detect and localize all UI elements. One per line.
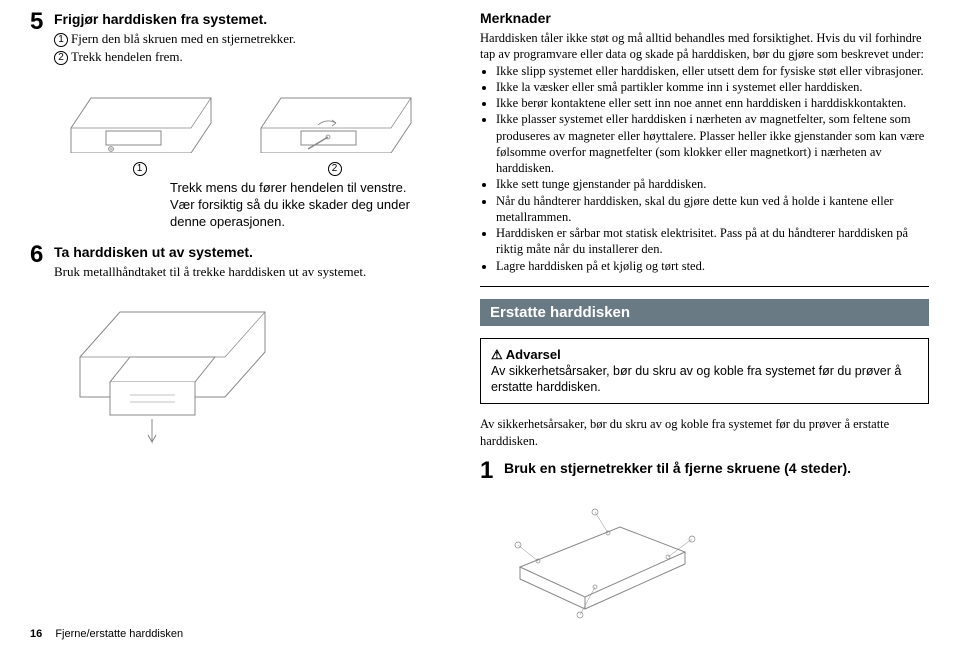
diagram-row-step5: 1 2 xyxy=(66,73,450,176)
footer: 16 Fjerne/erstatte harddisken xyxy=(30,628,183,640)
diagram-step6 xyxy=(70,297,270,447)
diagram-label-1: 1 xyxy=(66,162,216,176)
notes-intro: Harddisken tåler ikke støt og må alltid … xyxy=(480,30,929,63)
step-1-body: Bruk en stjernetrekker til å fjerne skru… xyxy=(504,459,929,479)
step-5-helper: Trekk mens du fører hendelen til venstre… xyxy=(170,180,430,231)
notes-list: Ikke slipp systemet eller harddisken, el… xyxy=(480,63,929,274)
footer-title: Fjerne/erstatte harddisken xyxy=(55,628,183,640)
step-1-replace: 1 Bruk en stjernetrekker til å fjerne sk… xyxy=(480,459,929,483)
warning-title: Advarsel xyxy=(491,347,918,363)
warning-box: Advarsel Av sikkerhetsårsaker, bør du sk… xyxy=(480,338,929,405)
circled-1: 1 xyxy=(54,33,68,47)
notes-item: Ikke slipp systemet eller harddisken, el… xyxy=(496,63,929,79)
notes-item: Lagre harddisken på et kjølig og tørt st… xyxy=(496,258,929,274)
diagram-label-2: 2 xyxy=(256,162,416,176)
step-5-sub1-text: Fjern den blå skruen med en stjernetrekk… xyxy=(71,31,296,46)
step-6-title: Ta harddisken ut av systemet. xyxy=(54,243,450,261)
notes-item: Ikke berør kontaktene eller sett inn noe… xyxy=(496,95,929,111)
step-5-body: Frigjør harddisken fra systemet. 1Fjern … xyxy=(54,10,450,65)
circled-2: 2 xyxy=(54,51,68,65)
notes-item: Når du håndterer harddisken, skal du gjø… xyxy=(496,193,929,226)
notes-item: Ikke plasser systemet eller harddisken i… xyxy=(496,111,929,176)
notes-item: Ikke la væsker eller små partikler komme… xyxy=(496,79,929,95)
step-5-sub2: 2Trekk hendelen frem. xyxy=(54,48,450,66)
warning-body: Av sikkerhetsårsaker, bør du skru av og … xyxy=(491,363,918,396)
step-5: 5 Frigjør harddisken fra systemet. 1Fjer… xyxy=(30,10,450,65)
diagram-step5-1-wrapper: 1 xyxy=(66,73,216,176)
step-5-number: 5 xyxy=(30,10,54,34)
right-column: Merknader Harddisken tåler ikke støt og … xyxy=(480,10,929,632)
diagram-step1-replace xyxy=(480,497,710,627)
notes-title: Merknader xyxy=(480,10,929,26)
step-5-title: Frigjør harddisken fra systemet. xyxy=(54,10,450,28)
after-warning-text: Av sikkerhetsårsaker, bør du skru av og … xyxy=(480,416,929,449)
step-5-sub1: 1Fjern den blå skruen med en stjernetrek… xyxy=(54,30,450,48)
notes-item: Ikke sett tunge gjenstander på harddiske… xyxy=(496,176,929,192)
divider xyxy=(480,286,929,287)
step-1-title: Bruk en stjernetrekker til å fjerne skru… xyxy=(504,459,929,477)
diagram-step5-2 xyxy=(256,73,416,153)
notes-item: Harddisken er sårbar mot statisk elektri… xyxy=(496,225,929,258)
step-6: 6 Ta harddisken ut av systemet. Bruk met… xyxy=(30,243,450,281)
step-5-sub2-text: Trekk hendelen frem. xyxy=(71,49,183,64)
diagram-step5-1 xyxy=(66,73,216,153)
step-6-body: Ta harddisken ut av systemet. Bruk metal… xyxy=(54,243,450,281)
page-number: 16 xyxy=(30,628,42,640)
section-bar-replace-hdd: Erstatte harddisken xyxy=(480,299,929,326)
left-column: 5 Frigjør harddisken fra systemet. 1Fjer… xyxy=(30,10,450,632)
page: 5 Frigjør harddisken fra systemet. 1Fjer… xyxy=(30,10,929,632)
diagram-step5-2-wrapper: 2 xyxy=(256,73,416,176)
step-1-number: 1 xyxy=(480,459,504,483)
step-6-number: 6 xyxy=(30,243,54,267)
step-6-sub: Bruk metallhåndtaket til å trekke harddi… xyxy=(54,263,450,281)
